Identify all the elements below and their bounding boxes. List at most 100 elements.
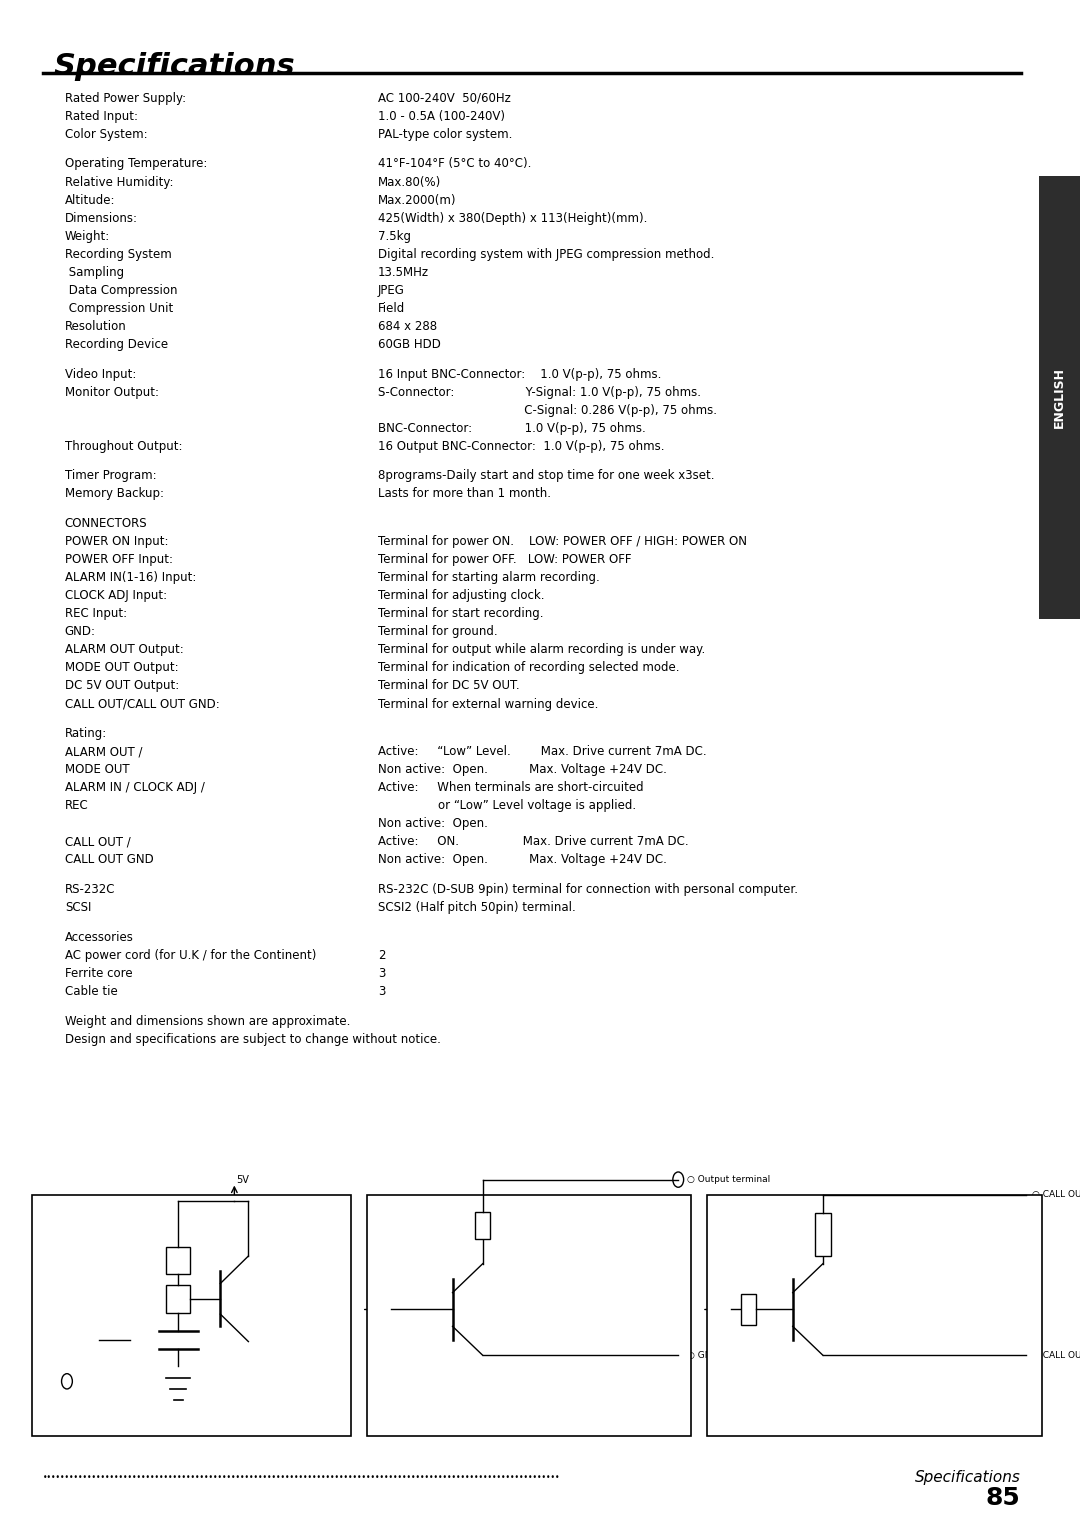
Text: 16 Output BNC-Connector:  1.0 V(p-p), 75 ohms.: 16 Output BNC-Connector: 1.0 V(p-p), 75 … xyxy=(378,440,664,452)
Text: Active:     ON.                 Max. Drive current 7mA DC.: Active: ON. Max. Drive current 7mA DC. xyxy=(378,836,689,848)
Text: Specifications: Specifications xyxy=(54,52,296,81)
Text: Monitor Output:: Monitor Output: xyxy=(65,385,159,399)
Text: Active:     When terminals are short-circuited: Active: When terminals are short-circuit… xyxy=(378,781,644,795)
Text: 8programs-Daily start and stop time for one week x3set.: 8programs-Daily start and stop time for … xyxy=(378,469,715,483)
Text: • Output Circuit: • Output Circuit xyxy=(374,1221,446,1230)
Text: ••••••••••••••••••••••••••••••••••••••••••••••••••••••••••••••••••••••••••••••••: ••••••••••••••••••••••••••••••••••••••••… xyxy=(43,1473,561,1482)
Text: Field: Field xyxy=(378,301,405,315)
Text: ALARM IN(1-16) Input:: ALARM IN(1-16) Input: xyxy=(65,571,197,584)
Text: Operating Temperature:: Operating Temperature: xyxy=(65,157,207,171)
Text: S-Connector:                   Y-Signal: 1.0 V(p-p), 75 ohms.: S-Connector: Y-Signal: 1.0 V(p-p), 75 oh… xyxy=(378,385,701,399)
Text: <Interface circuit inside the unit>: <Interface circuit inside the unit> xyxy=(445,1418,613,1427)
Text: Memory Backup:: Memory Backup: xyxy=(65,487,164,501)
Bar xyxy=(166,1247,190,1274)
Text: ENGLISH: ENGLISH xyxy=(1053,367,1066,428)
Text: Specifications: Specifications xyxy=(915,1470,1021,1485)
Text: MODE OUT Output:: MODE OUT Output: xyxy=(65,662,178,674)
Text: Terminal for power OFF.   LOW: POWER OFF: Terminal for power OFF. LOW: POWER OFF xyxy=(378,553,632,567)
Text: DC 5V OUT Output:: DC 5V OUT Output: xyxy=(65,680,179,692)
Text: RS-232C: RS-232C xyxy=(65,883,116,897)
Text: Compression Unit: Compression Unit xyxy=(65,301,173,315)
Text: Recording System: Recording System xyxy=(65,248,172,261)
Bar xyxy=(32,1195,351,1436)
Text: POWER ON/POWER OFF/: POWER ON/POWER OFF/ xyxy=(39,1203,168,1212)
Text: Terminal for start recording.: Terminal for start recording. xyxy=(378,607,543,620)
Text: JPEG: JPEG xyxy=(378,284,405,296)
Text: 22kΩ: 22kΩ xyxy=(151,1273,175,1282)
Text: <Interface circuit inside the unit>: <Interface circuit inside the unit> xyxy=(108,1418,275,1427)
Text: Input: Input xyxy=(38,1313,62,1322)
Text: 5V: 5V xyxy=(237,1175,249,1184)
Text: POWER OFF Input:: POWER OFF Input: xyxy=(65,553,173,567)
Text: 41°F-104°F (5°C to 40°C).: 41°F-104°F (5°C to 40°C). xyxy=(378,157,531,171)
Text: 684 x 288: 684 x 288 xyxy=(378,319,437,333)
Bar xyxy=(815,1213,831,1256)
Text: MODE OUT: MODE OUT xyxy=(65,764,130,776)
Text: terminal: terminal xyxy=(38,1329,76,1339)
Text: Rating:: Rating: xyxy=(65,727,107,740)
Text: Weight and dimensions shown are approximate.: Weight and dimensions shown are approxim… xyxy=(65,1015,350,1028)
Text: 60GB HDD: 60GB HDD xyxy=(378,338,441,351)
Text: Non active:  Open.           Max. Voltage +24V DC.: Non active: Open. Max. Voltage +24V DC. xyxy=(378,854,666,866)
Text: Relative Humidity:: Relative Humidity: xyxy=(65,176,173,188)
Text: Recording Device: Recording Device xyxy=(65,338,167,351)
Text: 2: 2 xyxy=(378,949,386,963)
Text: ALARM OUT/MODE OUT Output terminal: ALARM OUT/MODE OUT Output terminal xyxy=(374,1203,588,1212)
Text: Rated Power Supply:: Rated Power Supply: xyxy=(65,92,186,105)
Text: SCSI2 (Half pitch 50pin) terminal.: SCSI2 (Half pitch 50pin) terminal. xyxy=(378,902,576,914)
Text: AC 100-240V  50/60Hz: AC 100-240V 50/60Hz xyxy=(378,92,511,105)
Text: Lasts for more than 1 month.: Lasts for more than 1 month. xyxy=(378,487,551,501)
Text: 10kΩ: 10kΩ xyxy=(151,1235,175,1244)
Text: POWER ON Input:: POWER ON Input: xyxy=(65,535,168,549)
Text: • Input Circuit: • Input Circuit xyxy=(39,1256,103,1265)
Text: SCSI: SCSI xyxy=(65,902,91,914)
Text: REC Input:: REC Input: xyxy=(65,607,127,620)
Text: AC power cord (for U.K / for the Continent): AC power cord (for U.K / for the Contine… xyxy=(65,949,316,963)
Text: 13.5MHz: 13.5MHz xyxy=(378,266,429,278)
Text: Ferrite core: Ferrite core xyxy=(65,967,133,979)
Bar xyxy=(1039,176,1080,619)
Text: Timer Program:: Timer Program: xyxy=(65,469,157,483)
Text: ○ Output terminal: ○ Output terminal xyxy=(687,1175,770,1184)
Text: CALL OUT/CALL OUT GND:: CALL OUT/CALL OUT GND: xyxy=(65,697,219,711)
Text: Sampling: Sampling xyxy=(65,266,124,278)
Text: Altitude:: Altitude: xyxy=(65,194,116,206)
Text: Dimensions:: Dimensions: xyxy=(65,211,138,225)
Text: 3: 3 xyxy=(378,986,386,998)
Bar xyxy=(707,1195,1042,1436)
Bar xyxy=(741,1294,756,1325)
Text: GND: GND xyxy=(38,1386,58,1395)
Text: Rated Input:: Rated Input: xyxy=(65,110,138,122)
Text: Active:     “Low” Level.        Max. Drive current 7mA DC.: Active: “Low” Level. Max. Drive current … xyxy=(378,746,706,758)
Text: Max.2000(m): Max.2000(m) xyxy=(378,194,457,206)
Text: Terminal for ground.: Terminal for ground. xyxy=(378,625,498,639)
Text: Resolution: Resolution xyxy=(65,319,126,333)
Text: Digital recording system with JPEG compression method.: Digital recording system with JPEG compr… xyxy=(378,248,714,261)
Text: GND:: GND: xyxy=(65,625,96,639)
Text: CONNECTORS: CONNECTORS xyxy=(65,516,148,530)
Text: ○ CALL OUT terminal: ○ CALL OUT terminal xyxy=(1032,1190,1080,1199)
Text: RS-232C (D-SUB 9pin) terminal for connection with personal computer.: RS-232C (D-SUB 9pin) terminal for connec… xyxy=(378,883,798,897)
Text: CLOCK ADJ Input:: CLOCK ADJ Input: xyxy=(65,590,167,602)
Text: Terminal for external warning device.: Terminal for external warning device. xyxy=(378,697,598,711)
Text: Throughout Output:: Throughout Output: xyxy=(65,440,183,452)
Text: 16 Input BNC-Connector:    1.0 V(p-p), 75 ohms.: 16 Input BNC-Connector: 1.0 V(p-p), 75 o… xyxy=(378,368,661,380)
Text: <Interface circuit inside the unit>: <Interface circuit inside the unit> xyxy=(791,1418,959,1427)
Text: Max.80(%): Max.80(%) xyxy=(378,176,442,188)
Text: ALARM IN/REC/CLOCK ADJ: ALARM IN/REC/CLOCK ADJ xyxy=(39,1221,176,1230)
Text: Terminal for indication of recording selected mode.: Terminal for indication of recording sel… xyxy=(378,662,679,674)
Text: Cable tie: Cable tie xyxy=(65,986,118,998)
Text: PAL-type color system.: PAL-type color system. xyxy=(378,128,512,141)
Text: REC: REC xyxy=(65,799,89,813)
Text: Terminal for starting alarm recording.: Terminal for starting alarm recording. xyxy=(378,571,599,584)
Text: 0.047μF: 0.047μF xyxy=(200,1332,237,1342)
Text: Design and specifications are subject to change without notice.: Design and specifications are subject to… xyxy=(65,1033,441,1045)
Text: Accessories: Accessories xyxy=(65,931,134,944)
Text: Non active:  Open.           Max. Voltage +24V DC.: Non active: Open. Max. Voltage +24V DC. xyxy=(378,764,666,776)
Text: C-Signal: 0.286 V(p-p), 75 ohms.: C-Signal: 0.286 V(p-p), 75 ohms. xyxy=(378,403,717,417)
Text: CALL OUT GND: CALL OUT GND xyxy=(65,854,153,866)
Text: Weight:: Weight: xyxy=(65,229,110,243)
Text: CALL OUT output terminal: CALL OUT output terminal xyxy=(714,1203,853,1212)
Text: ALARM OUT Output:: ALARM OUT Output: xyxy=(65,643,184,657)
Text: Data Compression: Data Compression xyxy=(65,284,177,296)
